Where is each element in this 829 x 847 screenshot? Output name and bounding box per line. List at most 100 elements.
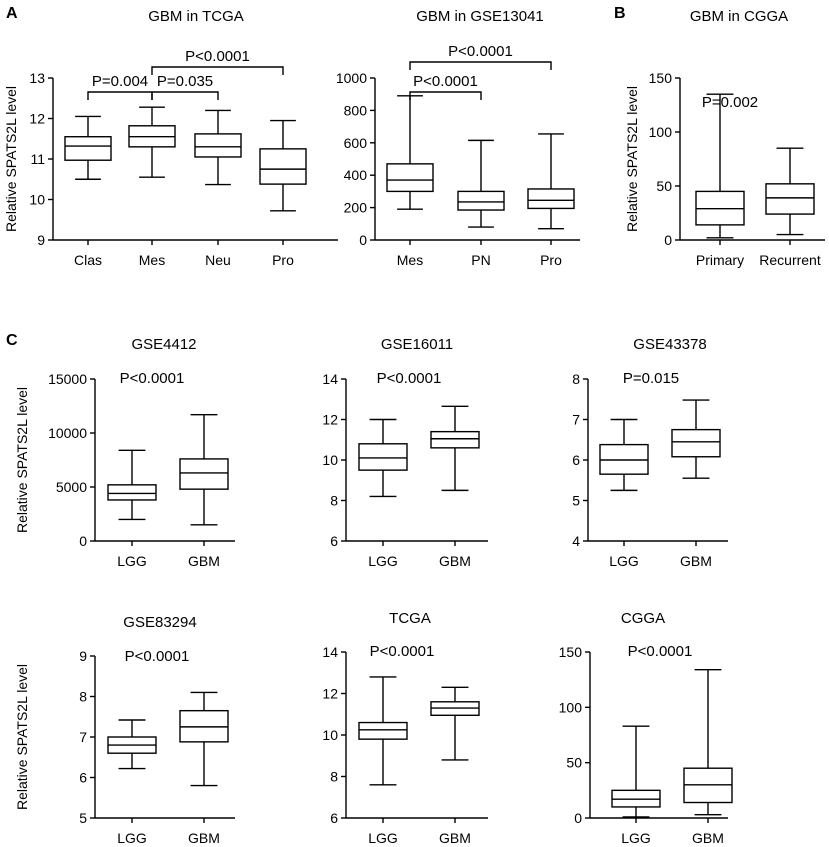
- x-category-label: GBM: [188, 553, 220, 569]
- bracket-line: [87, 91, 153, 100]
- y-tick-label: 11: [30, 151, 45, 167]
- chart-title: GSE83294: [123, 614, 196, 631]
- bracket-line: [409, 91, 482, 100]
- chart-title: GBM in CGGA: [690, 8, 788, 25]
- x-category-label: Mes: [139, 252, 165, 268]
- y-tick-label: 12: [322, 412, 338, 428]
- y-tick-label: 1000: [336, 70, 367, 86]
- x-category-label: Neu: [205, 252, 231, 268]
- box-plot-gbm: GBM: [430, 686, 480, 846]
- iqr-box: [179, 458, 229, 490]
- x-category-label: PN: [471, 252, 490, 268]
- box-plot-primary: Primary: [695, 93, 745, 268]
- y-tick-label: 0: [79, 533, 87, 549]
- y-tick-label: 6: [79, 770, 87, 786]
- bracket-line: [151, 91, 219, 100]
- iqr-box: [671, 428, 721, 458]
- y-tick-label: 150: [559, 644, 583, 660]
- iqr-box: [527, 188, 575, 210]
- y-tick-label: 150: [649, 70, 673, 86]
- p-value-label: P<0.0001: [628, 643, 693, 660]
- y-tick-label: 800: [344, 102, 368, 118]
- p-value-label: P<0.0001: [125, 648, 190, 665]
- y-tick-label: 8: [330, 769, 338, 785]
- box-plot-lgg: LGG: [358, 418, 408, 569]
- chart-title: CGGA: [621, 610, 665, 627]
- chart-gse83294: GSE83294 5 6 7 8 9 Relative SPATS2L level LGG GB…: [14, 614, 235, 846]
- p-value-label: P=0.015: [623, 370, 679, 387]
- y-tick-label: 10: [322, 452, 338, 468]
- box-plot-lgg: LGG: [107, 449, 157, 569]
- y-tick-label: 6: [572, 452, 580, 468]
- y-tick-label: 50: [656, 178, 672, 194]
- y-tick-label: 100: [649, 124, 673, 140]
- bracket-line: [409, 61, 552, 70]
- iqr-box: [64, 136, 112, 161]
- p-value-label: P=0.004: [92, 73, 148, 90]
- x-category-label: Pro: [272, 252, 294, 268]
- y-tick-label: 50: [566, 755, 582, 771]
- y-tick-label: 7: [79, 729, 87, 745]
- y-tick-label: 5: [572, 493, 580, 509]
- box-plot-gbm: GBM: [179, 691, 229, 846]
- x-category-label: LGG: [117, 830, 147, 846]
- chart-tcga: TCGA 6 8 10 12 14 LGG GBM P<0.0001: [322, 610, 488, 846]
- x-category-label: Pro: [540, 252, 562, 268]
- x-category-label: GBM: [692, 830, 724, 846]
- iqr-box: [358, 443, 408, 471]
- chart-title: GSE16011: [381, 336, 453, 353]
- chart-cgga: CGGA 0 50 100 150 LGG GBM P<0.0001: [559, 610, 733, 846]
- box-plot-gbm: GBM: [683, 669, 733, 846]
- chart-gbm-in-tcga: GBM in TCGA 9 10 11 12 13 Relative SPATS2L lev…: [3, 8, 338, 268]
- y-tick-label: 10: [322, 727, 338, 743]
- chart-gbm-in-cgga: GBM in CGGA 0 50 100 150 Relative SPATS2L lev…: [624, 8, 825, 268]
- iqr-box: [107, 484, 157, 501]
- chart-title: GBM in TCGA: [148, 8, 244, 25]
- x-category-label: LGG: [609, 553, 639, 569]
- x-category-label: GBM: [439, 830, 471, 846]
- significance-bracket: P<0.0001: [409, 43, 552, 70]
- chart-title: TCGA: [389, 610, 431, 627]
- p-value-label: P<0.0001: [448, 43, 513, 60]
- p-value-label: P<0.0001: [377, 370, 442, 387]
- y-tick-label: 7: [572, 412, 580, 428]
- y-tick-label: 8: [79, 689, 87, 705]
- x-category-label: LGG: [368, 553, 398, 569]
- x-category-label: Recurrent: [759, 252, 821, 268]
- y-tick-label: 8: [330, 493, 338, 509]
- y-tick-label: 12: [29, 111, 45, 127]
- chart-title: GBM in GSE13041: [416, 8, 544, 25]
- box-plot-clas: Clas: [64, 115, 112, 268]
- iqr-box: [259, 148, 307, 185]
- y-tick-label: 13: [29, 70, 45, 86]
- box-plot-recurrent: Recurrent: [759, 147, 821, 268]
- x-category-label: Mes: [397, 252, 423, 268]
- y-tick-label: 15000: [48, 371, 87, 387]
- y-tick-label: 600: [344, 135, 368, 151]
- box-plot-lgg: LGG: [599, 418, 649, 569]
- significance-bracket: P=0.004: [87, 73, 153, 100]
- x-category-label: LGG: [368, 830, 398, 846]
- box-plot-neu: Neu: [194, 109, 242, 268]
- chart-title: GSE4412: [131, 336, 196, 353]
- bracket-line: [151, 66, 284, 75]
- y-tick-label: 4: [572, 533, 580, 549]
- box-plot-gbm: GBM: [179, 413, 229, 569]
- y-tick-label: 5: [79, 810, 87, 826]
- y-tick-label: 12: [322, 686, 338, 702]
- significance-bracket: P<0.0001: [409, 73, 482, 100]
- y-tick-label: 10: [29, 192, 45, 208]
- y-axis-label: Relative SPATS2L level: [624, 86, 640, 232]
- box-plot-lgg: LGG: [611, 725, 661, 846]
- p-value-label: P<0.0001: [413, 73, 478, 90]
- charts-container: GBM in TCGA 9 10 11 12 13 Relative SPATS2L lev…: [3, 8, 825, 846]
- y-tick-label: 400: [344, 167, 368, 183]
- y-tick-label: 0: [574, 810, 582, 826]
- iqr-box: [457, 190, 505, 211]
- iqr-box: [358, 721, 408, 740]
- y-tick-label: 200: [344, 200, 368, 216]
- y-tick-label: 9: [37, 232, 45, 248]
- chart-title: GSE43378: [633, 336, 706, 353]
- x-category-label: LGG: [621, 830, 651, 846]
